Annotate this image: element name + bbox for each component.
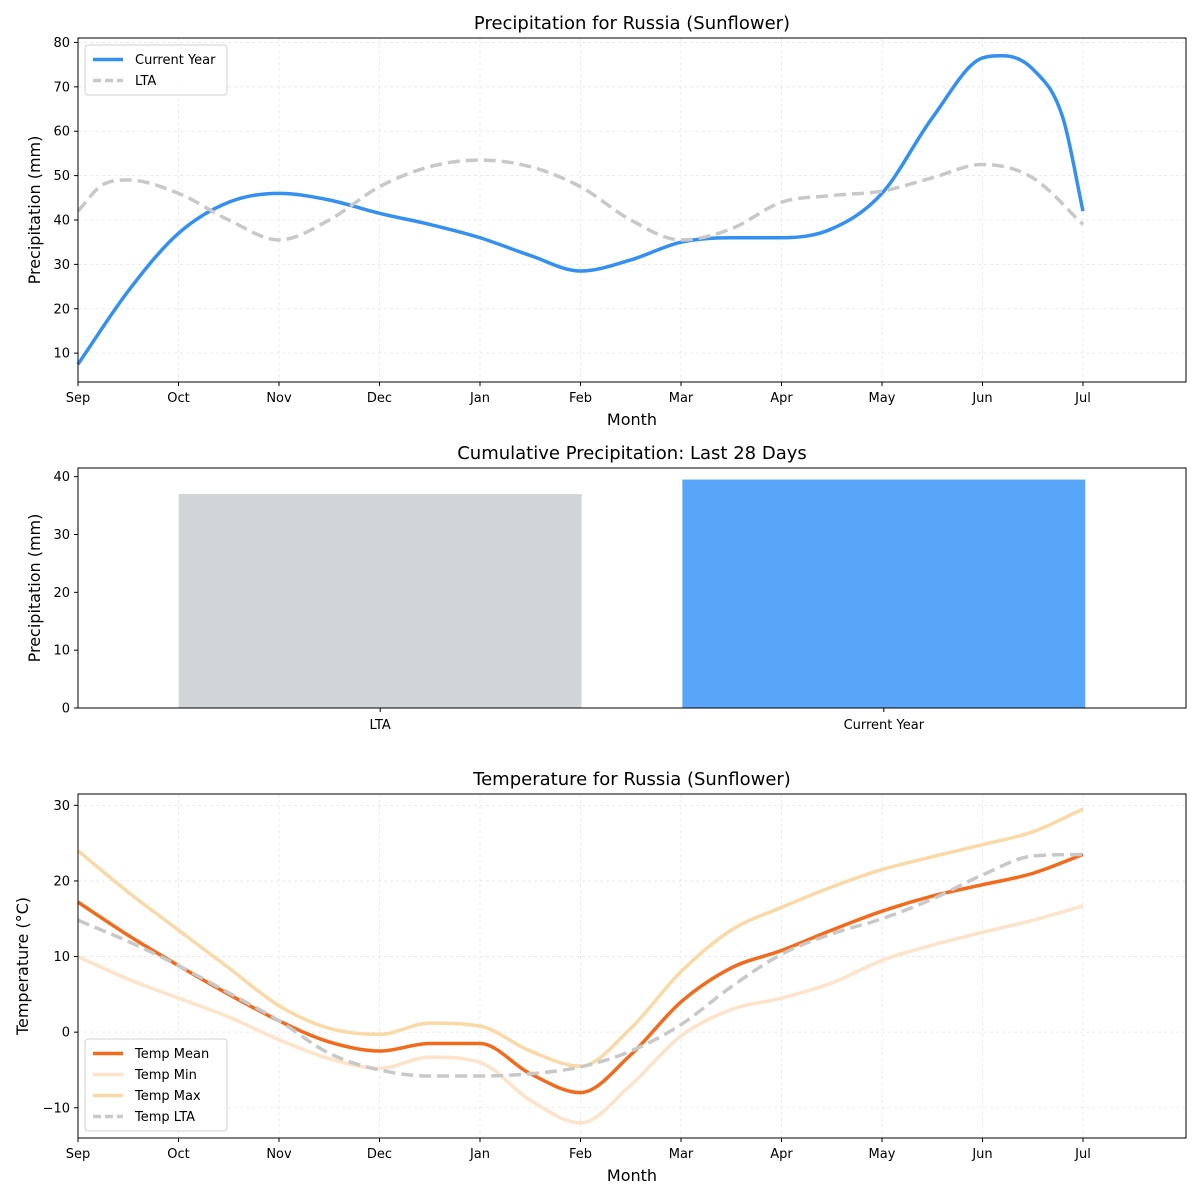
temp-x-tick-label: Sep (66, 1147, 91, 1162)
precip-y-tick-label: 30 (53, 258, 70, 273)
temp-y-tick-label: 20 (53, 874, 70, 889)
precip-ticks: Sep Oct Nov Dec Jan Feb Mar Apr May Jun Jul 10 20 30 4… (53, 36, 1090, 406)
temp-x-tick-label: Jun (971, 1147, 992, 1162)
cumulative-x-tick-label: Current Year (844, 718, 925, 733)
temp-ticks: Sep Oct Nov Dec Jan Feb Mar Apr May Jun Jul −10 0 10 2… (43, 799, 1091, 1162)
cumulative-y-tick-label: 10 (53, 644, 70, 659)
precip-x-tick-label: Jan (469, 391, 490, 406)
precip-y-tick-label: 80 (53, 36, 70, 51)
temp-legend-label-temp-mean: Temp Mean (134, 1047, 209, 1062)
cumulative-bars-layer (178, 479, 1086, 708)
temperature-line-chart: Sep Oct Nov Dec Jan Feb Mar Apr May Jun Jul −10 0 10 2… (13, 769, 1187, 1185)
precip-y-tick-label: 50 (53, 169, 70, 184)
temp-x-tick-label: May (869, 1147, 896, 1162)
temp-x-tick-label: Jul (1074, 1147, 1091, 1162)
temp-x-tick-label: Jan (469, 1147, 490, 1162)
precip-legend-label-lta: LTA (135, 74, 156, 89)
temp-x-tick-label: Dec (367, 1147, 392, 1162)
precip-y-tick-label: 40 (53, 213, 70, 228)
cumulative-y-tick-label: 20 (53, 586, 70, 601)
temp-x-tick-label: Nov (266, 1147, 292, 1162)
precip-x-tick-label: Feb (569, 391, 592, 406)
precip-y-tick-label: 60 (53, 125, 70, 140)
cumulative-bar-current-year (682, 479, 1086, 708)
precip-x-tick-label: Apr (770, 391, 793, 406)
cumulative-bar-chart: LTA Current Year 0 10 20 30 40 Cumulative Prec… (25, 443, 1187, 733)
cumulative-y-tick-label: 0 (62, 702, 70, 717)
temp-x-tick-label: Feb (569, 1147, 592, 1162)
cumulative-chart-title: Cumulative Precipitation: Last 28 Days (457, 443, 807, 464)
temp-y-axis-label: Temperature (°C) (13, 897, 32, 1036)
temp-series-temp-min (77, 904, 1084, 1125)
cumulative-ticks: LTA Current Year 0 10 20 30 40 (53, 470, 924, 733)
temp-y-tick-label: 10 (53, 950, 70, 965)
cumulative-y-tick-label: 30 (53, 528, 70, 543)
temp-y-tick-label: −10 (43, 1101, 70, 1116)
temp-y-tick-label: 30 (53, 799, 70, 814)
precip-series-current-year (76, 54, 1085, 366)
temp-x-tick-label: Oct (167, 1147, 189, 1162)
precip-x-tick-label: Nov (266, 391, 292, 406)
precip-x-tick-label: Jul (1074, 391, 1091, 406)
cumulative-plot-frame (77, 467, 1187, 709)
precip-legend: Current Year LTA (84, 44, 228, 96)
precip-y-tick-label: 70 (53, 80, 70, 95)
precip-y-axis-label: Precipitation (mm) (25, 136, 44, 285)
precip-x-tick-label: May (869, 391, 896, 406)
cumulative-x-tick-label: LTA (370, 718, 391, 733)
precip-series-layer (76, 54, 1085, 366)
temp-chart-title: Temperature for Russia (Sunflower) (472, 769, 791, 790)
cumulative-bar-lta (178, 494, 582, 708)
temp-legend-box (84, 1038, 228, 1132)
temp-series-layer (76, 807, 1084, 1125)
temp-x-tick-label: Mar (669, 1147, 694, 1162)
precip-series-lta (76, 158, 1085, 242)
precip-plot-frame (77, 37, 1187, 383)
precip-x-tick-label: Dec (367, 391, 392, 406)
temp-x-axis-label: Month (607, 1166, 657, 1185)
temp-legend-label-temp-max: Temp Max (134, 1089, 201, 1104)
cumulative-y-axis-label: Precipitation (mm) (25, 514, 44, 663)
temp-y-tick-label: 0 (62, 1026, 70, 1041)
precip-x-tick-label: Mar (669, 391, 694, 406)
precip-legend-box (84, 44, 228, 96)
temp-legend-label-temp-lta: Temp LTA (134, 1110, 195, 1125)
precip-y-tick-label: 10 (53, 347, 70, 362)
precip-x-axis-label: Month (607, 410, 657, 429)
temp-legend-label-temp-min: Temp Min (134, 1068, 197, 1083)
precip-chart-title: Precipitation for Russia (Sunflower) (474, 13, 790, 34)
precip-x-tick-label: Jun (971, 391, 992, 406)
temp-plot-frame (77, 793, 1187, 1139)
precip-x-tick-label: Sep (66, 391, 91, 406)
precip-legend-label-current-year: Current Year (135, 53, 216, 68)
temp-gridlines (77, 794, 1186, 1138)
precip-y-tick-label: 20 (53, 302, 70, 317)
temp-x-tick-label: Apr (770, 1147, 793, 1162)
precipitation-line-chart: Sep Oct Nov Dec Jan Feb Mar Apr May Jun Jul 10 20 30 4… (25, 13, 1187, 429)
precip-x-tick-label: Oct (167, 391, 189, 406)
temp-legend: Temp Mean Temp Min Temp Max Temp LTA (84, 1038, 228, 1132)
cumulative-y-tick-label: 40 (53, 470, 70, 485)
temp-series-temp-lta (77, 852, 1084, 1078)
